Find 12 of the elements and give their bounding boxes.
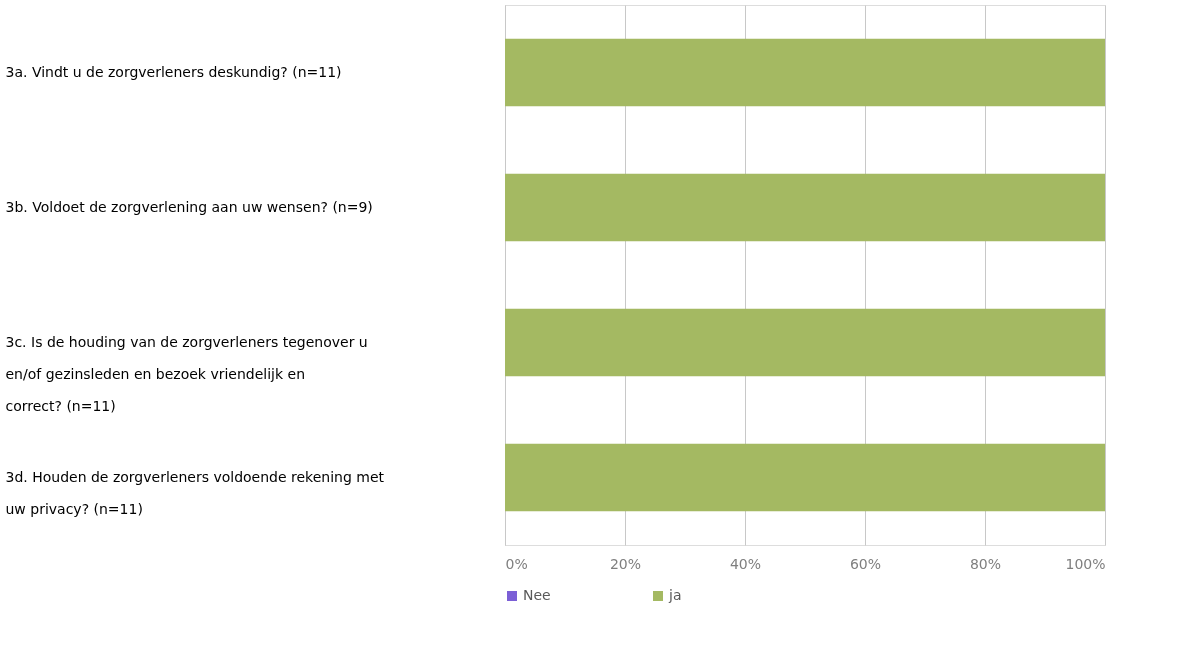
x-tick-label: 40% — [729, 555, 762, 572]
y-tick-label: 3c. Is de houding van de zorgverleners tegenover u en/of gezinsleden en bezoek vriendelijk en correct? (n=11) — [5, 333, 368, 414]
x-tick-label: 80% — [969, 555, 1002, 572]
legend-label: ja — [668, 587, 682, 603]
x-tick-label: 100% — [1065, 555, 1106, 572]
x-tick-label: 60% — [849, 555, 882, 572]
x-tick-label: 0% — [505, 555, 528, 572]
y-tick-label: 3b. Voldoet de zorgverlening aan uw wensen? (n=9) — [5, 198, 373, 215]
y-tick-label: 3d. Houden de zorgverleners voldoende rekening met uw privacy? (n=11) — [5, 468, 385, 517]
y-tick-label: 3a. Vindt u de zorgverleners deskundig? (n=11) — [5, 63, 342, 80]
legend-label: Nee — [523, 587, 551, 603]
x-tick-label: 20% — [609, 555, 642, 572]
